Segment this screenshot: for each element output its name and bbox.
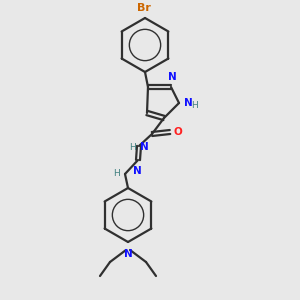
Text: N: N	[168, 72, 176, 82]
Text: H: H	[191, 100, 198, 109]
Text: N: N	[133, 166, 141, 176]
Text: N: N	[124, 249, 132, 259]
Text: N: N	[140, 142, 149, 152]
Text: O: O	[174, 127, 183, 137]
Text: N: N	[184, 98, 193, 108]
Text: H: H	[113, 169, 120, 178]
Text: H: H	[129, 142, 136, 152]
Text: Br: Br	[137, 3, 151, 13]
